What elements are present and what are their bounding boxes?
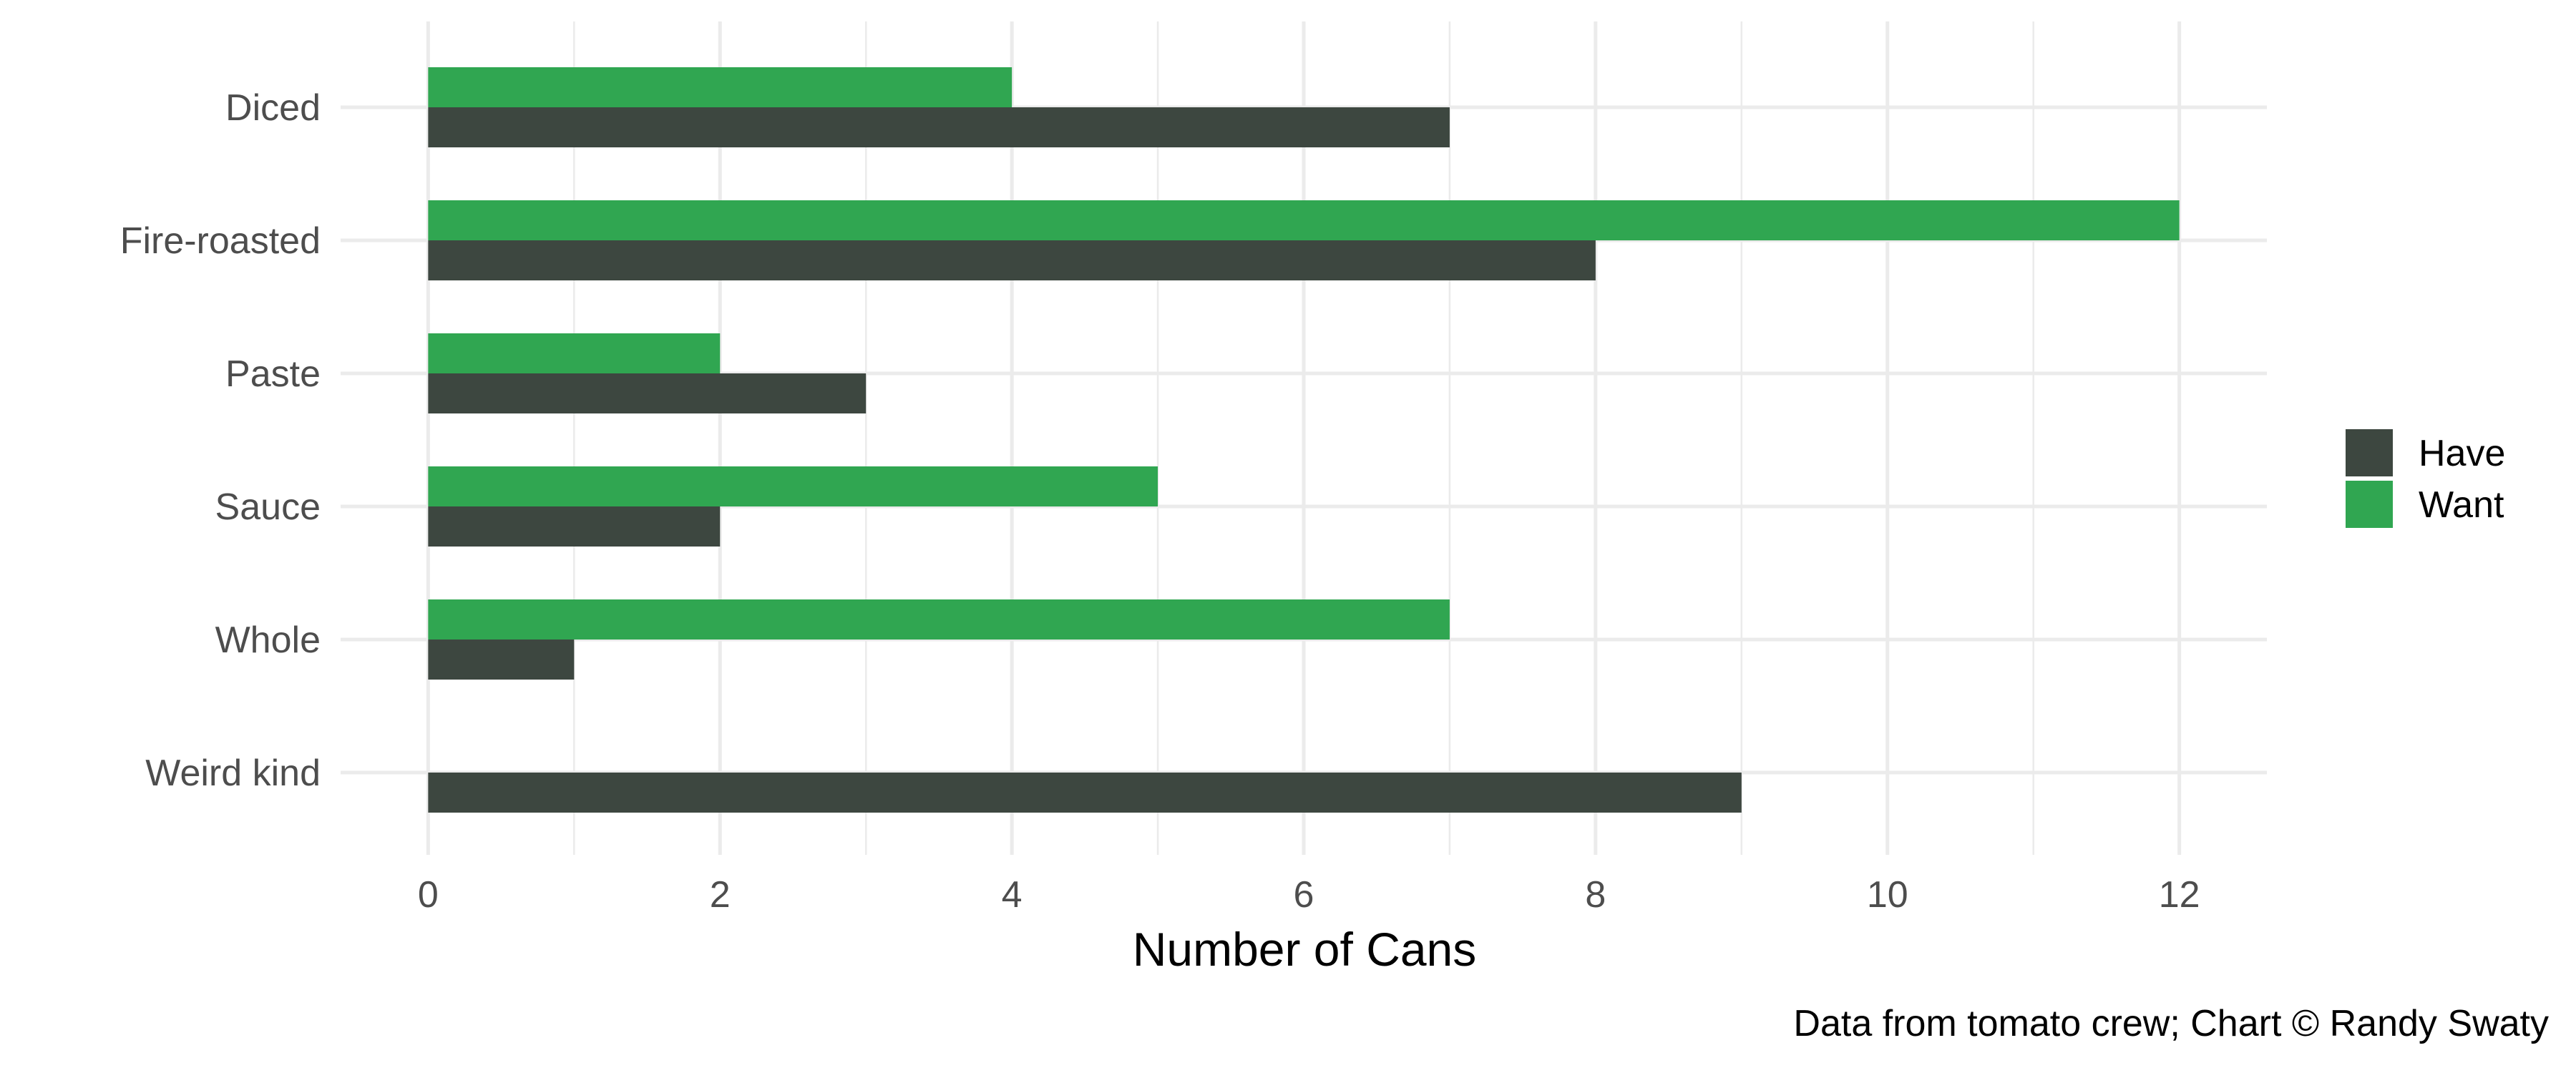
x-tick-label: 10 [1867, 874, 1908, 916]
category-label: Paste [225, 353, 321, 395]
x-tick-label: 2 [710, 874, 731, 916]
bar-want [428, 200, 2180, 240]
category-label: Whole [215, 619, 321, 661]
category-label: Weird kind [145, 753, 321, 794]
bar-want [428, 599, 1450, 640]
bar-have [428, 506, 721, 547]
bar-have [428, 107, 1450, 147]
x-axis-title: Number of Cans [1133, 923, 1477, 976]
bar-have [428, 640, 575, 680]
bar-have [428, 773, 1742, 813]
bar-want [428, 67, 1013, 107]
category-label: Sauce [215, 486, 321, 528]
x-tick-label: 8 [1585, 874, 1606, 916]
y-axis-labels: Diced Fire-roasted Paste Sauce Whole Weird ki… [120, 87, 321, 794]
legend-key-have [2346, 429, 2393, 476]
category-label: Diced [225, 87, 321, 129]
legend-label-have: Have [2419, 433, 2505, 474]
x-tick-label: 12 [2159, 874, 2200, 916]
x-tick-label: 6 [1294, 874, 1314, 916]
legend: Have Want [2346, 429, 2505, 528]
bar-have [428, 240, 1596, 280]
bar-have [428, 373, 867, 413]
bars [428, 67, 2180, 813]
x-tick-label: 0 [418, 874, 439, 916]
chart-caption: Data from tomato crew; Chart © Randy Swa… [1793, 1003, 2549, 1044]
legend-label-want: Want [2419, 484, 2504, 526]
bar-want [428, 466, 1158, 506]
legend-key-want [2346, 481, 2393, 528]
x-tick-label: 4 [1002, 874, 1023, 916]
category-label: Fire-roasted [120, 220, 321, 262]
bar-want [428, 333, 721, 373]
x-axis-tick-labels: 0 2 4 6 8 10 12 [418, 874, 2200, 916]
